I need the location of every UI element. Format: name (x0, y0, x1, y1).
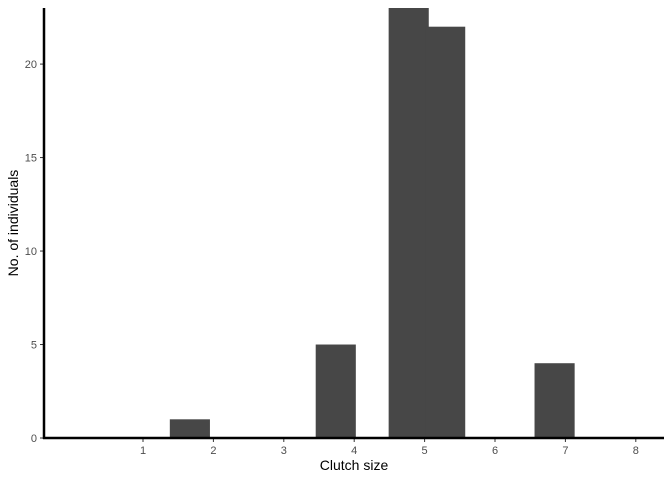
x-tick-label: 6 (492, 445, 498, 457)
y-axis-ticks: 0 5 10 15 20 (25, 59, 44, 445)
x-tick-label: 4 (351, 445, 357, 457)
bar-7 (534, 363, 575, 438)
y-tick-label: 0 (31, 433, 37, 445)
x-tick-label: 1 (140, 445, 146, 457)
x-axis-title: Clutch size (320, 457, 389, 473)
x-tick-label: 3 (281, 445, 287, 457)
x-axis-ticks: 1 2 3 4 5 6 7 8 (140, 438, 639, 457)
y-tick-label: 15 (25, 153, 37, 165)
x-tick-label: 8 (633, 445, 639, 457)
bars (169, 8, 575, 439)
x-tick-label: 7 (562, 445, 568, 457)
x-tick-label: 5 (422, 445, 428, 457)
bar-5 (388, 8, 429, 438)
y-tick-label: 20 (25, 59, 37, 71)
y-axis-title: No. of individuals (5, 170, 21, 277)
x-tick-label: 2 (210, 445, 216, 457)
y-tick-label: 5 (31, 340, 37, 352)
bar-2 (169, 419, 210, 438)
bar-4 (315, 344, 356, 438)
bar-5.5 (425, 26, 466, 439)
y-tick-label: 10 (25, 246, 37, 258)
